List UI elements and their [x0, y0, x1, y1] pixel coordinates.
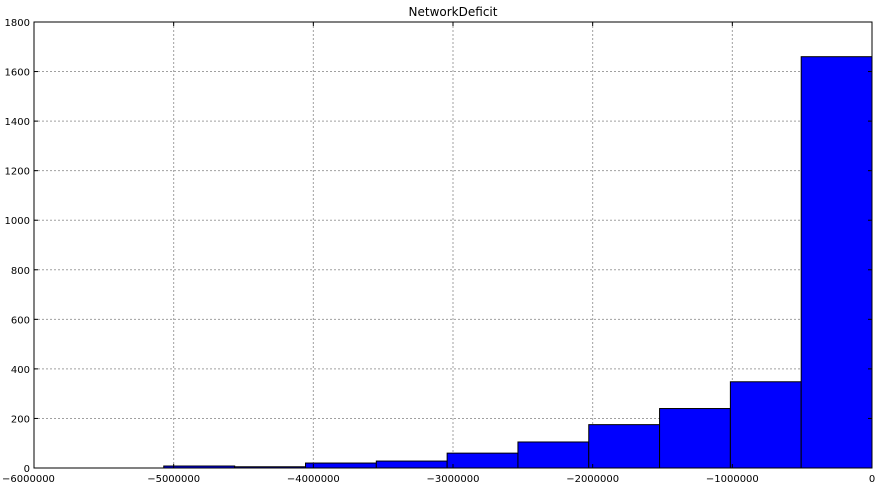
histogram-bar — [446, 452, 519, 469]
chart-title: NetworkDeficit — [409, 5, 498, 19]
x-axis: −6000000 −5000000 −4000000 −3000000 −2000000… — [2, 22, 875, 485]
x-tick-label: −5000000 — [147, 474, 200, 485]
histogram-bar — [588, 424, 661, 469]
histogram-bar — [305, 462, 377, 469]
x-tick-label: −6000000 — [2, 474, 55, 485]
y-tick-label: 800 — [11, 266, 30, 277]
x-tick-label: 0 — [869, 474, 875, 485]
histogram-bar — [375, 460, 448, 469]
histogram-bar — [517, 441, 590, 469]
y-axis: 0 200 400 600 800 1000 1200 1400 1600 1800 — [5, 18, 872, 475]
histogram-bar — [800, 56, 873, 469]
bars — [163, 56, 873, 469]
x-tick-label: −3000000 — [427, 474, 480, 485]
x-tick-label: −2000000 — [566, 474, 619, 485]
y-tick-label: 1400 — [5, 117, 30, 128]
y-tick-label: 1000 — [5, 216, 30, 227]
y-tick-label: 1800 — [5, 18, 30, 29]
histogram-bar — [729, 381, 802, 469]
x-tick-label: −4000000 — [287, 474, 340, 485]
y-tick-label: 200 — [11, 414, 30, 425]
x-tick-label: −1000000 — [706, 474, 759, 485]
y-tick-label: 1200 — [5, 167, 30, 178]
y-tick-label: 0 — [24, 464, 30, 475]
y-tick-label: 600 — [11, 315, 30, 326]
histogram-bar — [659, 408, 731, 469]
y-tick-label: 400 — [11, 365, 30, 376]
y-tick-label: 1600 — [5, 68, 30, 79]
